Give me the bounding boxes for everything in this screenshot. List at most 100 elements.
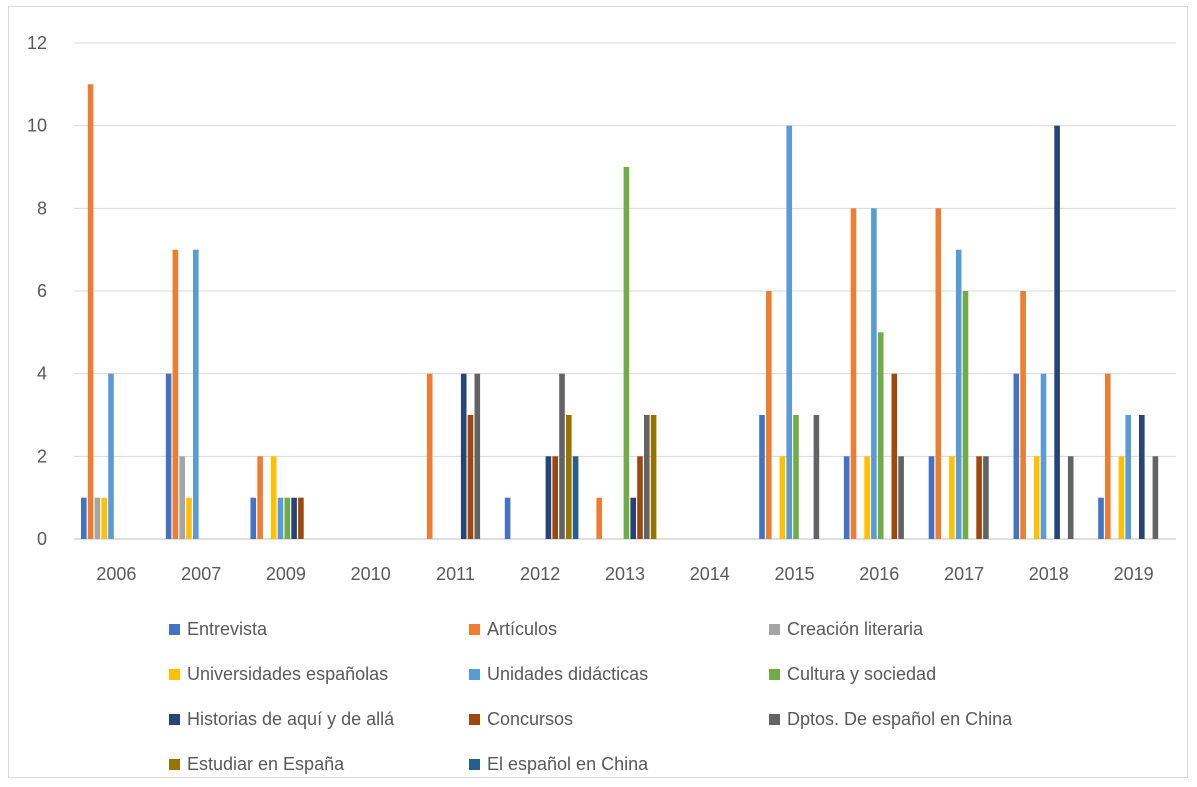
legend-label: Universidades españolas: [187, 664, 389, 684]
legend-row: Estudiar en España El español en China: [169, 742, 1119, 787]
bar: [277, 497, 284, 539]
bar: [552, 456, 558, 539]
x-tick-label: 2015: [774, 564, 814, 584]
legend-item: Concursos: [469, 709, 769, 730]
y-tick-label: 8: [37, 198, 47, 218]
bar: [291, 497, 297, 539]
bar: [257, 456, 263, 539]
legend-row: Universidades españolas Unidades didáctic…: [169, 652, 1119, 697]
legend-label: Estudiar en España: [187, 754, 345, 774]
legend-row: Historias de aquí y de allá Concursos Dpto…: [169, 697, 1119, 742]
y-tick-label: 10: [27, 116, 47, 136]
legend-swatch: [469, 624, 480, 635]
bar: [1098, 497, 1104, 539]
bar: [108, 373, 114, 539]
bar: [935, 208, 942, 540]
legend-label: Unidades didácticas: [487, 664, 649, 684]
legend-item: Entrevista: [169, 619, 469, 640]
bar: [559, 373, 565, 539]
y-tick-label: 4: [37, 364, 47, 384]
legend-row: Entrevista Artículos Creación literaria: [169, 607, 1119, 652]
legend-label: Artículos: [487, 619, 558, 639]
bar: [250, 497, 257, 539]
bar: [1054, 125, 1060, 539]
legend-item: Artículos: [469, 619, 769, 640]
bar: [1139, 415, 1145, 539]
legend-item: Universidades españolas: [169, 664, 469, 685]
x-tick-label: 2007: [181, 564, 221, 584]
chart-legend: Entrevista Artículos Creación literaria Uni…: [169, 607, 1119, 787]
bar: [1020, 291, 1026, 539]
legend-label: Creación literaria: [787, 619, 924, 639]
bar: [637, 456, 643, 539]
x-tick-label: 2006: [96, 564, 136, 584]
bar: [179, 456, 185, 539]
bar: [786, 125, 792, 539]
legend-label: Dptos. De español en China: [787, 709, 1013, 729]
bar: [650, 415, 657, 539]
bar: [165, 373, 172, 539]
bar: [630, 497, 636, 539]
bar: [186, 497, 192, 539]
legend-item: Creación literaria: [769, 619, 1069, 640]
x-tick-label: 2014: [690, 564, 730, 584]
legend-swatch: [769, 714, 780, 725]
bar: [843, 456, 850, 539]
bar: [1067, 456, 1074, 539]
legend-item: Cultura y sociedad: [769, 664, 1069, 685]
x-tick-label: 2009: [266, 564, 306, 584]
x-tick-label: 2019: [1114, 564, 1154, 584]
x-tick-label: 2011: [436, 564, 475, 584]
legend-item: Estudiar en España: [169, 754, 469, 775]
bar: [566, 415, 572, 539]
bar: [759, 415, 765, 539]
bar: [298, 497, 304, 539]
x-tick-label: 2018: [1029, 564, 1069, 584]
legend-swatch: [169, 624, 180, 635]
bar: [976, 456, 982, 539]
bar: [864, 456, 870, 539]
bar: [596, 497, 602, 539]
legend-swatch: [769, 624, 780, 635]
legend-swatch: [169, 714, 180, 725]
bar: [1152, 456, 1159, 539]
bar: [850, 208, 857, 540]
bar: [898, 456, 904, 539]
bar: [460, 373, 467, 539]
bar: [572, 456, 579, 539]
bar: [779, 456, 786, 539]
legend-swatch: [169, 759, 180, 770]
legend-swatch: [469, 759, 480, 770]
legend-item: Historias de aquí y de allá: [169, 709, 469, 730]
bar: [644, 415, 650, 539]
x-tick-label: 2017: [944, 564, 984, 584]
chart-plot: 0 2 4 6 8 10 12 2006 2007 2009 2010 2011 2012 2013 201…: [27, 33, 1176, 584]
x-tick-label: 2012: [520, 564, 560, 584]
bar: [193, 249, 199, 539]
bar: [1033, 456, 1040, 539]
legend-label: Historias de aquí y de allá: [187, 709, 395, 729]
legend-label: El español en China: [487, 754, 649, 774]
bar: [813, 415, 820, 539]
legend-swatch: [469, 714, 480, 725]
legend-item: Unidades didácticas: [469, 664, 769, 685]
y-tick-label: 6: [37, 281, 47, 301]
bar: [1118, 456, 1125, 539]
bar: [955, 249, 962, 539]
y-tick-label: 2: [37, 446, 47, 466]
bar: [87, 84, 94, 540]
legend-label: Concursos: [487, 709, 574, 729]
bar: [284, 497, 291, 539]
bar: [474, 373, 481, 539]
legend-swatch: [169, 669, 180, 680]
bar: [426, 373, 433, 539]
x-tick-label: 2013: [605, 564, 645, 584]
legend-label: Entrevista: [187, 619, 268, 639]
bar: [962, 291, 969, 539]
legend-label: Cultura y sociedad: [787, 664, 937, 684]
bar: [766, 291, 772, 539]
bar: [270, 456, 277, 539]
bar: [94, 497, 101, 539]
x-tick-label: 2010: [351, 564, 391, 584]
bar: [877, 332, 884, 539]
